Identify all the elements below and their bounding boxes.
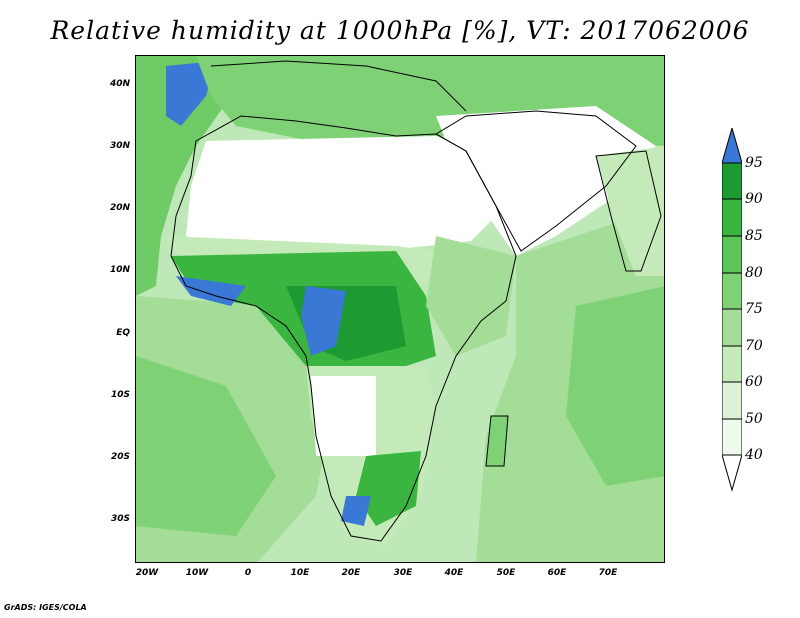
lat-label: 30N (109, 141, 130, 151)
humidity-map (135, 55, 665, 563)
kalahari-dry-region (311, 376, 376, 456)
colorbar-label: 70 (745, 338, 763, 354)
madagascar-region (486, 416, 508, 466)
lon-label: 30E (393, 568, 413, 578)
lat-label: 20S (110, 452, 130, 462)
lat-label: 10S (110, 390, 130, 400)
lon-label: 70E (598, 568, 618, 578)
india-region (596, 146, 664, 276)
lon-label: 60E (547, 568, 567, 578)
lon-label: 40E (444, 568, 464, 578)
lat-label: 30S (110, 514, 130, 524)
map-title: Relative humidity at 1000hPa [%], VT: 20… (50, 16, 750, 45)
sahara-dry-region (186, 136, 506, 256)
west-africa-saturated-patch (176, 276, 246, 306)
colorbar-swatch (721, 418, 743, 456)
india-coastline (595, 150, 662, 272)
lon-label: 50E (496, 568, 516, 578)
south-atlantic-moist-band (136, 356, 276, 536)
congo-saturated-patch (301, 286, 346, 356)
map-canvas (136, 56, 664, 562)
east-africa-region (426, 236, 516, 356)
colorbar-label: 75 (745, 301, 763, 317)
colorbar-label: 85 (745, 228, 763, 244)
grads-credit: GrADS: IGES/COLA (4, 603, 87, 612)
colorbar-swatch (721, 381, 743, 420)
colorbar-swatch (721, 235, 743, 274)
colorbar-swatch (721, 345, 743, 383)
lon-label: 0 (244, 568, 252, 578)
lat-label: EQ (116, 328, 130, 338)
colorbar-max-arrow (721, 126, 743, 164)
africa-coastline (170, 115, 517, 542)
lat-label: 10N (109, 265, 130, 275)
colorbar-swatch (721, 198, 743, 237)
colorbar-label: 50 (745, 411, 763, 427)
madagascar-coastline (485, 415, 509, 467)
colorbar-swatch (721, 272, 743, 310)
lon-label: 20W (135, 568, 159, 578)
south-africa-saturated-patch (341, 496, 371, 526)
indian-ocean-moist-band (566, 286, 664, 486)
colorbar-label: 80 (745, 265, 763, 281)
colorbar-swatch (721, 162, 743, 200)
colorbar (721, 126, 792, 498)
colorbar-label: 60 (745, 374, 763, 390)
lon-label: 10E (290, 568, 310, 578)
arabia-dry-region (436, 106, 656, 256)
colorbar-swatch (721, 308, 743, 347)
atlantic-saturated-patch (166, 61, 216, 126)
colorbar-label: 95 (745, 155, 763, 171)
colorbar-label: 90 (745, 191, 763, 207)
atlantic-moist-region (136, 56, 246, 296)
arabia-coastline (435, 110, 637, 252)
mediterranean-coastline (210, 60, 467, 112)
lat-label: 40N (109, 79, 130, 89)
colorbar-min-arrow (721, 454, 743, 492)
lat-label: 20N (109, 203, 130, 213)
colorbar-graphic (721, 126, 743, 492)
lon-label: 10W (185, 568, 209, 578)
colorbar-label: 40 (745, 447, 763, 463)
lon-label: 20E (341, 568, 361, 578)
